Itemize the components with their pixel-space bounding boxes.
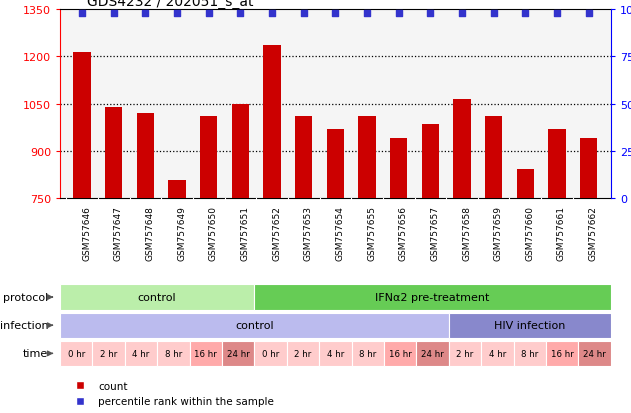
Point (267, 11, 277, 17)
FancyBboxPatch shape (60, 285, 254, 310)
FancyBboxPatch shape (579, 341, 611, 366)
FancyBboxPatch shape (189, 341, 222, 366)
Text: HIV infection: HIV infection (494, 320, 565, 330)
Point (488, 11, 498, 17)
Bar (200, 117, 218, 198)
FancyBboxPatch shape (60, 313, 449, 338)
Bar (517, 170, 534, 198)
Bar (358, 117, 375, 198)
Bar (105, 107, 122, 198)
FancyBboxPatch shape (60, 341, 92, 366)
FancyBboxPatch shape (157, 341, 189, 366)
Legend: count, percentile rank within the sample: count, percentile rank within the sample (65, 377, 278, 411)
Text: GSM757653: GSM757653 (304, 206, 313, 261)
Text: protocol: protocol (3, 292, 48, 302)
Text: 24 hr: 24 hr (422, 349, 444, 358)
Text: 8 hr: 8 hr (521, 349, 538, 358)
Text: 4 hr: 4 hr (327, 349, 344, 358)
FancyBboxPatch shape (222, 341, 254, 366)
Text: 2 hr: 2 hr (294, 349, 312, 358)
Text: IFNα2 pre-treatment: IFNα2 pre-treatment (375, 292, 490, 302)
Bar (390, 139, 408, 198)
FancyBboxPatch shape (481, 341, 514, 366)
Point (235, 11, 245, 17)
Text: 16 hr: 16 hr (194, 349, 217, 358)
Point (77, 11, 87, 17)
Text: 16 hr: 16 hr (389, 349, 411, 358)
Text: control: control (235, 320, 274, 330)
Point (362, 11, 372, 17)
FancyBboxPatch shape (384, 341, 416, 366)
FancyBboxPatch shape (351, 341, 384, 366)
Point (204, 11, 214, 17)
Text: GSM757652: GSM757652 (272, 206, 281, 261)
Text: infection: infection (0, 320, 48, 330)
Text: GSM757655: GSM757655 (367, 206, 376, 261)
Text: GSM757662: GSM757662 (589, 206, 598, 261)
FancyBboxPatch shape (286, 341, 319, 366)
Text: 24 hr: 24 hr (583, 349, 606, 358)
Bar (580, 139, 598, 198)
Text: GDS4232 / 202051_s_at: GDS4232 / 202051_s_at (88, 0, 254, 9)
Text: GSM757657: GSM757657 (430, 206, 439, 261)
Point (394, 11, 404, 17)
Text: GSM757648: GSM757648 (145, 206, 155, 261)
Text: GSM757651: GSM757651 (240, 206, 249, 261)
Bar (168, 181, 186, 198)
Point (584, 11, 594, 17)
Point (521, 11, 531, 17)
Text: GSM757647: GSM757647 (114, 206, 123, 261)
Point (140, 11, 150, 17)
FancyBboxPatch shape (254, 285, 611, 310)
FancyBboxPatch shape (416, 341, 449, 366)
Bar (453, 100, 471, 198)
Text: 2 hr: 2 hr (100, 349, 117, 358)
Text: GSM757659: GSM757659 (493, 206, 503, 261)
Bar (295, 117, 312, 198)
Text: 4 hr: 4 hr (489, 349, 506, 358)
Point (425, 11, 435, 17)
Text: GSM757650: GSM757650 (209, 206, 218, 261)
Point (457, 11, 467, 17)
FancyBboxPatch shape (449, 341, 481, 366)
Text: 24 hr: 24 hr (227, 349, 249, 358)
Point (331, 11, 341, 17)
Text: 4 hr: 4 hr (133, 349, 150, 358)
Text: GSM757658: GSM757658 (462, 206, 471, 261)
Text: GSM757660: GSM757660 (526, 206, 534, 261)
Bar (73, 52, 91, 198)
Bar (263, 46, 281, 198)
Text: 8 hr: 8 hr (359, 349, 377, 358)
Text: GSM757654: GSM757654 (336, 206, 345, 261)
Text: 2 hr: 2 hr (456, 349, 474, 358)
Point (172, 11, 182, 17)
Text: 0 hr: 0 hr (262, 349, 279, 358)
Text: 8 hr: 8 hr (165, 349, 182, 358)
FancyBboxPatch shape (254, 341, 286, 366)
Bar (327, 129, 344, 198)
Point (298, 11, 309, 17)
Text: GSM757646: GSM757646 (82, 206, 91, 261)
Bar (422, 125, 439, 198)
Text: GSM757649: GSM757649 (177, 206, 186, 261)
FancyBboxPatch shape (546, 341, 579, 366)
Bar (485, 117, 502, 198)
Bar (232, 104, 249, 198)
FancyBboxPatch shape (449, 313, 611, 338)
Text: time: time (23, 349, 48, 358)
Bar (137, 114, 154, 198)
FancyBboxPatch shape (514, 341, 546, 366)
FancyBboxPatch shape (125, 341, 157, 366)
FancyBboxPatch shape (92, 341, 125, 366)
Point (552, 11, 562, 17)
Bar (548, 129, 566, 198)
Text: control: control (138, 292, 177, 302)
Text: GSM757656: GSM757656 (399, 206, 408, 261)
FancyBboxPatch shape (319, 341, 351, 366)
Point (109, 11, 119, 17)
Text: 16 hr: 16 hr (551, 349, 574, 358)
Text: 0 hr: 0 hr (68, 349, 85, 358)
Text: GSM757661: GSM757661 (557, 206, 566, 261)
